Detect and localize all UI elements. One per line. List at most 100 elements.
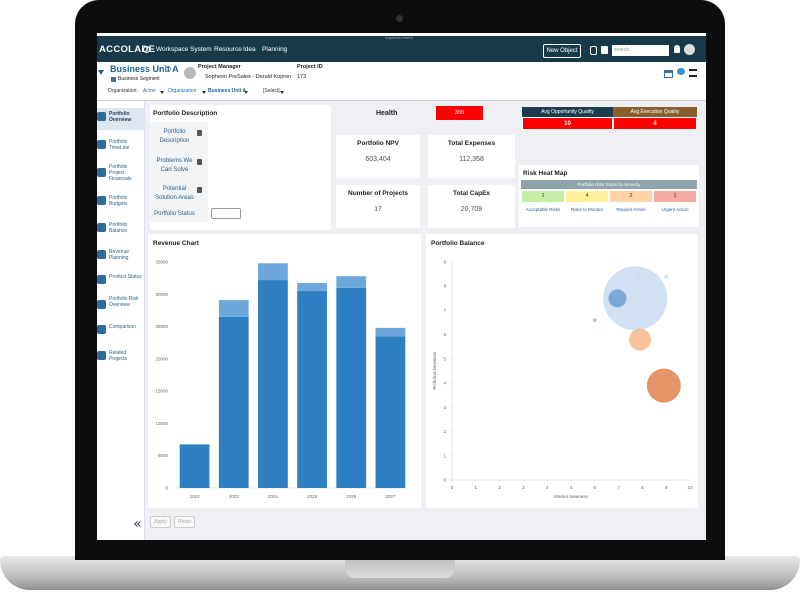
sidebar-selected <box>97 108 145 130</box>
menu-item[interactable]: Resource <box>214 46 242 53</box>
search-box[interactable]: search... <box>612 45 669 56</box>
collapse-caret[interactable] <box>98 70 104 75</box>
help-icon[interactable] <box>590 46 597 55</box>
x-tick-label: 8 <box>641 485 644 490</box>
status-select[interactable] <box>211 208 241 219</box>
y-tick-label: 5000 <box>158 453 169 458</box>
tool-icon[interactable] <box>601 46 608 54</box>
sidebar-item[interactable]: Portfolio Budgets <box>109 195 128 207</box>
breadcrumb-item[interactable]: Organization <box>168 88 197 94</box>
sidebar-item[interactable]: Portfolio TimeLine <box>109 139 130 151</box>
kpi-label: Total CapEx <box>452 190 491 197</box>
menu-item[interactable]: Workspace <box>156 46 189 53</box>
x-tick-label: 6 <box>594 485 597 490</box>
risk-label: Acceptable Risks <box>525 207 561 212</box>
y-tick-label: 6 <box>443 332 446 337</box>
sidebar-item[interactable]: Product Status <box>109 274 142 280</box>
kpi-card <box>428 185 515 228</box>
pm-avatar <box>184 67 196 79</box>
kpi-value: 112,358 <box>459 156 484 163</box>
chart-title: Portfolio Balance <box>431 240 485 247</box>
x-tick-label: 2026 <box>346 494 357 499</box>
pid-label: Project ID <box>297 64 323 70</box>
new-object-button[interactable]: New Object <box>543 44 581 58</box>
sidebar-icon <box>97 112 106 121</box>
breadcrumb-item[interactable]: Business Unit A <box>208 88 247 94</box>
bell-icon[interactable] <box>674 45 680 53</box>
bar <box>336 276 367 288</box>
x-tick-label: 10 <box>687 485 693 490</box>
breadcrumb-item[interactable]: Acme <box>143 88 156 94</box>
form-button[interactable]: Reset <box>174 516 195 528</box>
field-label: Portfolio Description <box>159 129 190 144</box>
x-tick-label: 2023 <box>229 494 240 499</box>
sidebar-icon <box>97 300 106 309</box>
kpi-label: Number of Projects <box>348 190 408 197</box>
bubble <box>603 266 668 331</box>
menu-item[interactable]: Idea <box>243 46 256 53</box>
kpi-label: Total Expenses <box>447 140 496 147</box>
breadcrumb-caret <box>244 91 248 94</box>
chat-icon[interactable] <box>677 68 685 75</box>
info-icon[interactable] <box>197 159 202 165</box>
bubble <box>664 274 669 279</box>
kpi-card <box>428 135 515 178</box>
bar <box>297 282 327 292</box>
bar <box>179 444 210 445</box>
menu-icon[interactable] <box>689 69 697 77</box>
breadcrumb-item: Organization: <box>108 88 138 94</box>
risk-header: Portfolio Risk Totals by Severity <box>521 180 697 189</box>
sidebar-item[interactable]: Related Projects <box>109 350 128 362</box>
kpi-label: Portfolio NPV <box>357 140 399 147</box>
menu-item[interactable]: System <box>190 46 212 53</box>
y-tick-label: 7 <box>443 308 446 313</box>
x-tick-label: 2025 <box>307 494 318 499</box>
risk-title: Risk Heat Map <box>523 170 568 177</box>
info-icon[interactable] <box>197 187 202 193</box>
breadcrumb-caret <box>280 91 284 94</box>
bar <box>218 300 249 317</box>
sidebar-item[interactable]: Portfolio Project Financials <box>109 164 132 182</box>
breadcrumb-caret <box>160 91 164 94</box>
form-button[interactable]: Apply <box>150 516 171 528</box>
camera <box>396 15 403 22</box>
segment-icon <box>111 77 116 82</box>
x-tick-label: 2022 <box>190 494 201 499</box>
sidebar-icon <box>97 223 106 232</box>
breadcrumb-item[interactable]: [Select] <box>263 88 280 94</box>
sidebar-item[interactable]: Portfolio Risk Overview <box>109 296 139 308</box>
sidebar-item[interactable]: Revenue Planning <box>109 249 130 261</box>
y-tick-label: 1 <box>443 453 446 458</box>
x-tick-label: 0 <box>451 485 454 490</box>
sidebar-item[interactable]: Comparison <box>109 324 136 330</box>
x-tick-label: 7 <box>617 485 620 490</box>
quality-value: 10 <box>522 117 613 130</box>
pm-value: Sopheon PreSales - Derald Kopren <box>205 74 292 80</box>
description-labels <box>150 122 208 222</box>
kpi-card <box>336 135 420 178</box>
sidebar-icon <box>97 168 106 177</box>
breadcrumb-caret <box>202 91 206 94</box>
sidebar-item[interactable]: Portfolio Balance <box>109 222 128 234</box>
field-label: Problems We Can Solve <box>156 158 193 173</box>
bar <box>258 280 288 488</box>
info-icon[interactable] <box>197 130 202 136</box>
kpi-card <box>336 185 420 228</box>
x-tick-label: 2027 <box>385 494 396 499</box>
y-tick-label: 20000 <box>155 356 168 361</box>
kpi-value: 603,404 <box>365 156 391 163</box>
y-tick-label: 0 <box>165 486 168 491</box>
quality-value: 4 <box>613 117 697 130</box>
sidebar-item[interactable]: Portfolio Overview <box>109 111 132 123</box>
avatar[interactable] <box>684 44 695 55</box>
sidebar-icon <box>97 250 106 259</box>
bar <box>297 291 327 488</box>
risk-cell: 4 <box>565 190 609 203</box>
header-divider <box>97 100 706 101</box>
menu-item[interactable]: Planning <box>262 46 288 53</box>
hierarchy-icon[interactable] <box>664 70 673 78</box>
y-tick-label: 25000 <box>155 324 168 329</box>
bar <box>179 444 210 488</box>
sidebar-icon <box>97 325 106 334</box>
